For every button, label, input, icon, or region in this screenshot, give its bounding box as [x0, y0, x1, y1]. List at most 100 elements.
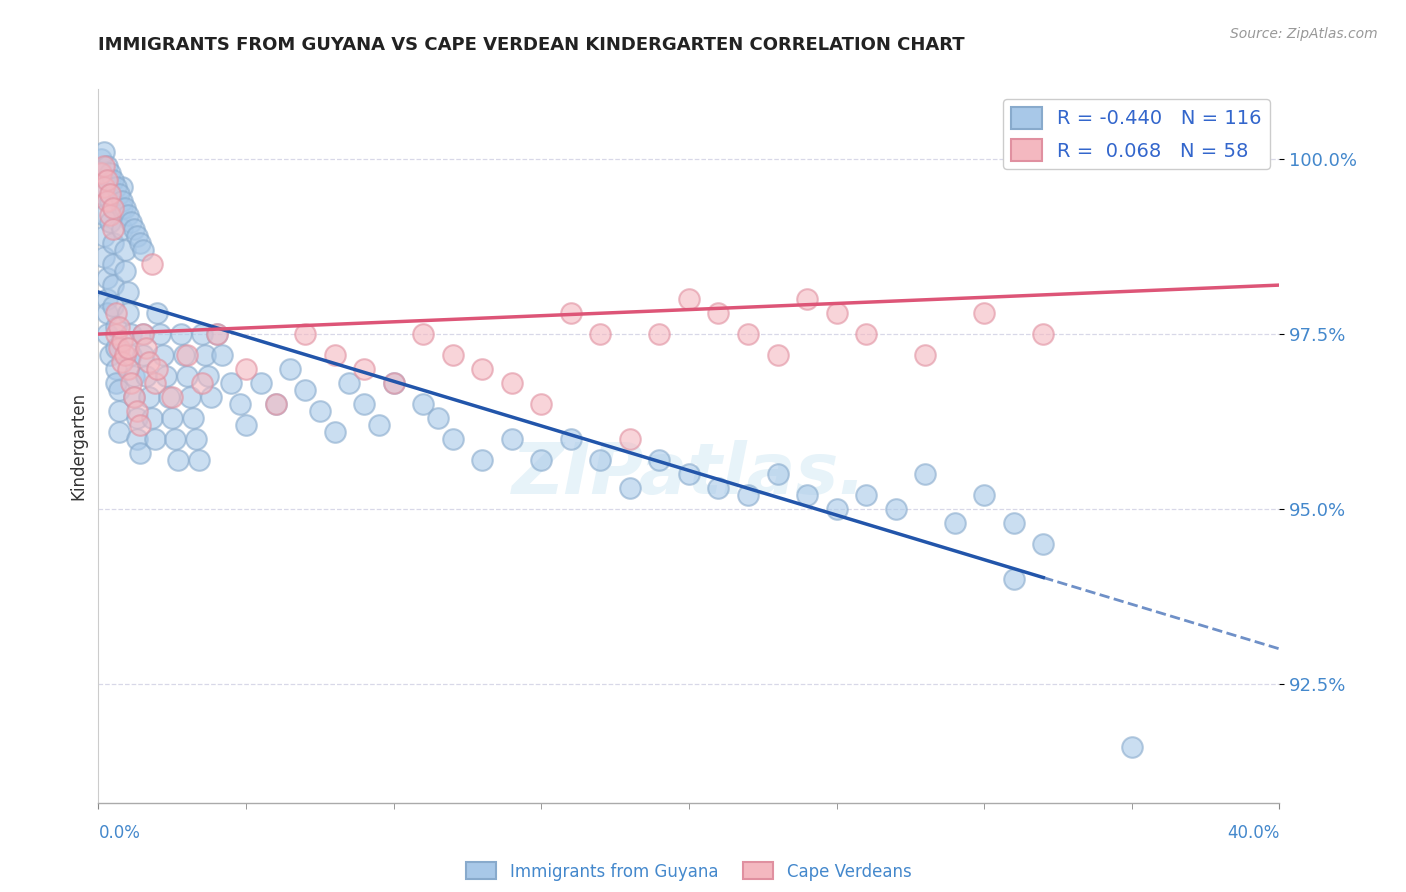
Point	[105, 306, 128, 320]
Point	[323, 425, 346, 439]
Point	[103, 201, 125, 215]
Point	[105, 320, 128, 334]
Text: ZIPatlas.: ZIPatlas.	[512, 440, 866, 509]
Legend: Immigrants from Guyana, Cape Verdeans: Immigrants from Guyana, Cape Verdeans	[460, 855, 918, 888]
Point	[96, 306, 118, 320]
Point	[382, 376, 405, 390]
Point	[368, 417, 391, 432]
Point	[707, 481, 730, 495]
Point	[117, 362, 139, 376]
Point	[825, 306, 848, 320]
Point	[138, 355, 160, 369]
Point	[707, 306, 730, 320]
Point	[309, 404, 332, 418]
Point	[530, 453, 553, 467]
Point	[135, 369, 157, 384]
Point	[90, 166, 112, 180]
Point	[103, 257, 125, 271]
Point	[382, 376, 405, 390]
Point	[353, 362, 375, 376]
Text: Source: ZipAtlas.com: Source: ZipAtlas.com	[1230, 27, 1378, 41]
Point	[278, 362, 302, 376]
Point	[90, 187, 112, 202]
Point	[90, 166, 112, 180]
Point	[205, 327, 228, 342]
Point	[796, 292, 818, 306]
Point	[98, 194, 121, 208]
Point	[98, 215, 121, 229]
Point	[165, 432, 187, 446]
Point	[125, 411, 148, 425]
Point	[173, 348, 195, 362]
Point	[796, 488, 818, 502]
Point	[135, 341, 157, 355]
Point	[125, 404, 148, 418]
Point	[914, 467, 936, 481]
Point	[108, 187, 131, 202]
Point	[766, 348, 789, 362]
Point	[108, 341, 131, 355]
Point	[90, 152, 112, 166]
Point	[93, 229, 115, 244]
Point	[441, 348, 464, 362]
Point	[105, 362, 128, 376]
Point	[125, 229, 148, 244]
Point	[103, 278, 125, 293]
Point	[250, 376, 273, 390]
Text: 40.0%: 40.0%	[1227, 824, 1279, 842]
Point	[125, 432, 148, 446]
Point	[138, 390, 160, 404]
Point	[108, 425, 131, 439]
Point	[103, 236, 125, 251]
Point	[111, 194, 134, 208]
Point	[501, 376, 523, 390]
Point	[143, 432, 166, 446]
Point	[200, 390, 222, 404]
Point	[855, 327, 877, 342]
Point	[105, 376, 128, 390]
Point	[176, 369, 198, 384]
Point	[93, 145, 115, 160]
Point	[471, 362, 494, 376]
Point	[678, 292, 700, 306]
Point	[973, 488, 995, 502]
Point	[648, 327, 671, 342]
Point	[111, 201, 134, 215]
Point	[149, 327, 172, 342]
Text: 0.0%: 0.0%	[98, 824, 141, 842]
Point	[219, 376, 242, 390]
Point	[117, 306, 139, 320]
Point	[337, 376, 360, 390]
Point	[96, 194, 118, 208]
Point	[1239, 138, 1261, 153]
Point	[98, 166, 121, 180]
Point	[179, 390, 201, 404]
Point	[128, 236, 150, 251]
Point	[1032, 537, 1054, 551]
Point	[560, 306, 582, 320]
Point	[103, 222, 125, 236]
Point	[96, 327, 118, 342]
Point	[105, 327, 128, 342]
Point	[122, 222, 145, 236]
Point	[229, 397, 252, 411]
Point	[108, 383, 131, 397]
Point	[294, 383, 316, 397]
Point	[167, 453, 190, 467]
Point	[197, 369, 219, 384]
Point	[162, 390, 183, 404]
Point	[143, 376, 166, 390]
Point	[93, 159, 115, 173]
Point	[914, 348, 936, 362]
Point	[194, 348, 217, 362]
Point	[120, 327, 142, 342]
Text: IMMIGRANTS FROM GUYANA VS CAPE VERDEAN KINDERGARTEN CORRELATION CHART: IMMIGRANTS FROM GUYANA VS CAPE VERDEAN K…	[98, 36, 965, 54]
Point	[132, 348, 155, 362]
Point	[412, 327, 434, 342]
Point	[98, 173, 121, 187]
Point	[96, 159, 118, 173]
Point	[155, 369, 177, 384]
Point	[884, 502, 907, 516]
Point	[98, 348, 121, 362]
Point	[128, 417, 150, 432]
